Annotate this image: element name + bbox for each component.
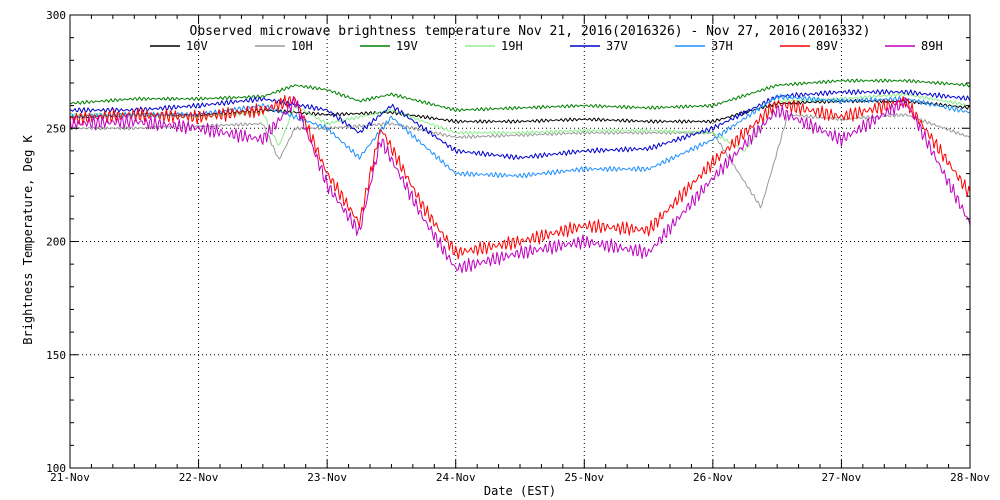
x-tick-label: 22-Nov <box>179 471 219 484</box>
series-line-89v <box>69 95 971 260</box>
legend-label: 10V <box>186 39 208 53</box>
legend: 10V 10H 19V 19H 37V 37H 89V 89H <box>150 39 943 53</box>
y-tick-label: 100 <box>46 462 66 475</box>
series-line-37v <box>69 89 971 161</box>
series-line-89h <box>69 97 971 274</box>
y-tick-label: 300 <box>46 9 66 22</box>
legend-label: 89V <box>816 39 838 53</box>
axis-ticks: 21-Nov 22-Nov 23-Nov 24-Nov 25-Nov 26-Nov 27-N… <box>46 9 990 484</box>
x-tick-label: 27-Nov <box>822 471 862 484</box>
legend-label: 37V <box>606 39 628 53</box>
x-tick-label: 26-Nov <box>693 471 733 484</box>
series-layer <box>69 78 971 274</box>
series-line-37h <box>69 93 971 179</box>
legend-label: 19V <box>396 39 418 53</box>
x-axis-label: Date (EST) <box>484 484 556 498</box>
legend-label: 19H <box>501 39 523 53</box>
x-tick-label: 23-Nov <box>307 471 347 484</box>
x-tick-label: 28-Nov <box>950 471 990 484</box>
grid <box>70 15 970 468</box>
y-axis-label: Brightness Temperature, Deg K <box>21 134 35 344</box>
legend-label: 37H <box>711 39 733 53</box>
y-tick-label: 250 <box>46 122 66 135</box>
y-tick-label: 150 <box>46 349 66 362</box>
legend-label: 89H <box>921 39 943 53</box>
x-tick-label: 25-Nov <box>564 471 604 484</box>
legend-label: 10H <box>291 39 313 53</box>
series-line-10h <box>69 113 971 209</box>
y-tick-label: 200 <box>46 236 66 249</box>
x-tick-label: 21-Nov <box>50 471 90 484</box>
series-line-19v <box>70 78 971 113</box>
chart-title: Observed microwave brightness temperatur… <box>190 24 871 39</box>
x-tick-label: 24-Nov <box>436 471 476 484</box>
series-line-10v <box>69 98 971 124</box>
